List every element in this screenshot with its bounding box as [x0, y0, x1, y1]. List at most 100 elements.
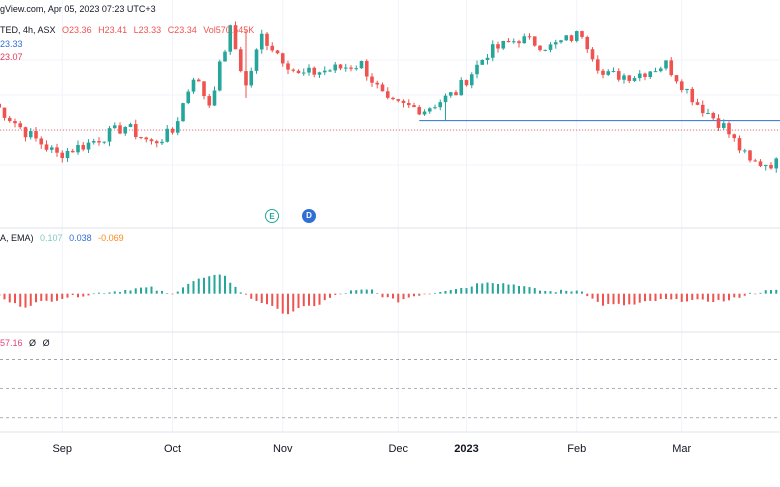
- macd-histogram-bar: [14, 293, 16, 304]
- macd-histogram-bar: [591, 293, 594, 299]
- candle-body: [464, 80, 469, 86]
- candle-body: [679, 81, 684, 91]
- macd-histogram-bar: [659, 293, 662, 300]
- macd-histogram-bar: [255, 293, 258, 301]
- candle-body: [70, 150, 75, 153]
- candle-body: [769, 164, 773, 169]
- candle-body: [354, 68, 359, 70]
- candle-body: [359, 60, 364, 69]
- macd-histogram-bar: [134, 288, 137, 294]
- candle-body: [522, 36, 527, 44]
- macd-histogram-bar: [302, 293, 305, 307]
- rsi-legend[interactable]: 57.16 Ø Ø: [0, 338, 54, 348]
- candle-body: [438, 102, 443, 108]
- macd-histogram-bar: [575, 290, 578, 294]
- time-axis[interactable]: Sep Oct Nov Dec 2023 Feb Mar: [52, 443, 691, 455]
- macd-histogram-bar: [691, 293, 694, 300]
- candle-body: [196, 79, 201, 82]
- candle-body: [34, 131, 38, 139]
- macd-histogram-bar: [596, 293, 599, 302]
- macd-histogram-bar: [675, 293, 678, 300]
- candle-body: [112, 125, 117, 129]
- candle-body: [286, 63, 290, 70]
- candle-body: [391, 97, 395, 100]
- macd-histogram-bar: [491, 283, 494, 294]
- macd-histogram-bar: [87, 293, 90, 296]
- candle-body: [406, 103, 411, 106]
- candle-body: [76, 144, 80, 153]
- macd-pane[interactable]: [0, 275, 778, 315]
- ma-fast-legend[interactable]: 23.07: [0, 52, 27, 62]
- candle-body: [448, 92, 453, 96]
- macd-histogram-bar: [402, 293, 405, 300]
- candle-body: [144, 137, 149, 140]
- candle-body: [616, 71, 621, 80]
- candle-body: [370, 76, 374, 83]
- macd-histogram-bar: [360, 289, 363, 294]
- candle-body: [44, 144, 49, 150]
- candle-body: [412, 105, 416, 108]
- macd-histogram-bar: [528, 287, 531, 294]
- candle-body: [774, 158, 779, 169]
- candle-body: [238, 49, 243, 72]
- earnings-marker-icon[interactable]: E: [265, 209, 279, 223]
- high-value: H23.41: [98, 25, 128, 35]
- candle-body: [580, 31, 584, 37]
- candle-body: [517, 41, 521, 44]
- candle-body: [343, 67, 348, 69]
- macd-histogram-bar: [728, 293, 730, 301]
- macd-histogram-bar: [371, 289, 373, 294]
- candle-body: [700, 104, 705, 114]
- time-axis-label: Dec: [388, 443, 408, 455]
- macd-histogram-bar: [428, 293, 431, 295]
- dividend-marker-icon[interactable]: D: [302, 209, 316, 223]
- candle-body: [559, 40, 563, 43]
- macd-histogram-bar: [554, 292, 557, 294]
- candle-body: [181, 103, 185, 122]
- candle-body: [737, 138, 742, 151]
- candle-body: [55, 147, 59, 153]
- candle-body: [364, 60, 369, 77]
- macd-histogram-bar: [113, 291, 116, 294]
- macd-histogram-bar: [61, 293, 64, 299]
- macd-histogram-bar: [313, 293, 316, 307]
- candle-body: [417, 107, 422, 115]
- macd-histogram-bar: [271, 293, 274, 306]
- ohlc-legend[interactable]: TED, 4h, ASX O23.36 H23.41 L23.33 C23.34…: [0, 25, 258, 35]
- macd-histogram-bar: [775, 289, 778, 294]
- time-axis-label: Feb: [567, 443, 586, 455]
- macd-legend[interactable]: A, EMA) 0.107 0.038 -0.069: [0, 233, 128, 243]
- macd-histogram-bar: [355, 290, 358, 294]
- candle-body: [175, 121, 180, 133]
- macd-histogram-bar: [203, 277, 205, 294]
- rsi-flag: Ø: [42, 338, 50, 348]
- candle-body: [548, 44, 553, 50]
- macd-histogram-bar: [329, 293, 331, 298]
- macd-histogram-bar: [512, 284, 515, 294]
- ma-slow-legend[interactable]: 23.33: [0, 39, 27, 49]
- macd-histogram-bar: [481, 283, 484, 294]
- rsi-pane[interactable]: [0, 360, 780, 419]
- candle-body: [107, 128, 112, 142]
- macd-histogram-bar: [239, 292, 242, 294]
- macd-histogram-bar: [124, 289, 127, 294]
- candle-body: [511, 41, 516, 43]
- macd-histogram-bar: [712, 293, 715, 303]
- candle-body: [280, 53, 285, 64]
- candle-body: [637, 73, 642, 79]
- candle-body: [202, 81, 206, 97]
- macd-histogram-bar: [308, 293, 310, 306]
- macd-histogram-bar: [150, 286, 153, 294]
- candle-body: [165, 128, 170, 142]
- macd-histogram-bar: [187, 283, 190, 294]
- candle-body: [501, 40, 506, 49]
- price-pane[interactable]: [0, 21, 780, 173]
- macd-histogram-bar: [465, 288, 468, 294]
- candle-body: [233, 25, 238, 50]
- macd-histogram-bar: [103, 293, 106, 295]
- candle-body: [590, 49, 595, 60]
- macd-value: 0.038: [69, 233, 92, 243]
- macd-histogram-bar: [339, 293, 342, 295]
- macd-histogram-bar: [66, 293, 69, 298]
